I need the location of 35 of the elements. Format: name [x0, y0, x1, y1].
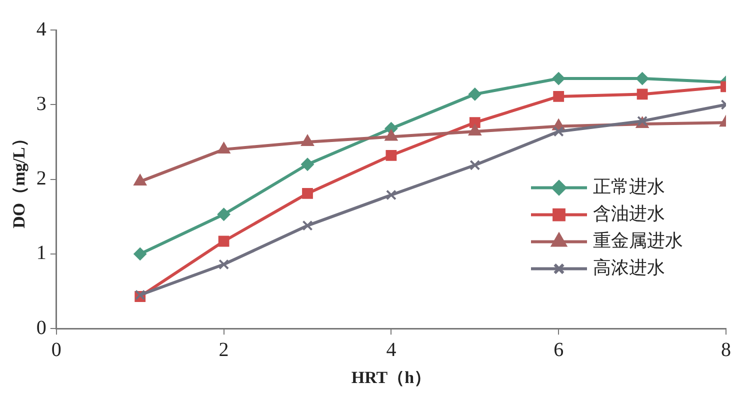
x-tick-label: 6	[554, 338, 564, 361]
y-tick-label: 2	[36, 168, 46, 190]
point	[134, 247, 147, 260]
legend-label: 含油进水	[593, 203, 665, 224]
point	[468, 124, 482, 136]
point	[302, 188, 313, 199]
point	[553, 126, 564, 137]
point	[218, 236, 230, 247]
point	[469, 117, 480, 128]
legend-label: 正常进水	[593, 176, 665, 198]
point	[386, 190, 396, 200]
point	[301, 158, 314, 171]
x-tick-label: 0	[51, 338, 62, 361]
y-tick-label: 0	[36, 316, 46, 339]
point	[468, 88, 482, 101]
point	[470, 160, 480, 170]
point	[134, 174, 147, 186]
y-tick-label: 4	[36, 18, 46, 40]
point	[386, 150, 397, 161]
point	[636, 72, 649, 86]
point	[552, 72, 566, 86]
legend-label: 高浓进水	[593, 257, 665, 278]
point	[218, 259, 230, 270]
y-axis-title: DO（mg/L）	[10, 130, 29, 228]
x-axis-title: HRT（h）	[351, 368, 432, 388]
point	[636, 88, 648, 100]
legend-label: 重金属进水	[593, 230, 683, 252]
point	[217, 208, 230, 221]
x-tick-label: 2	[218, 338, 229, 361]
y-tick-label: 1	[36, 242, 46, 264]
y-tick-label: 3	[36, 92, 46, 115]
x-tick-label: 4	[386, 338, 396, 361]
point	[553, 90, 564, 102]
x-tick-label: 8	[721, 338, 731, 361]
point	[302, 220, 313, 231]
